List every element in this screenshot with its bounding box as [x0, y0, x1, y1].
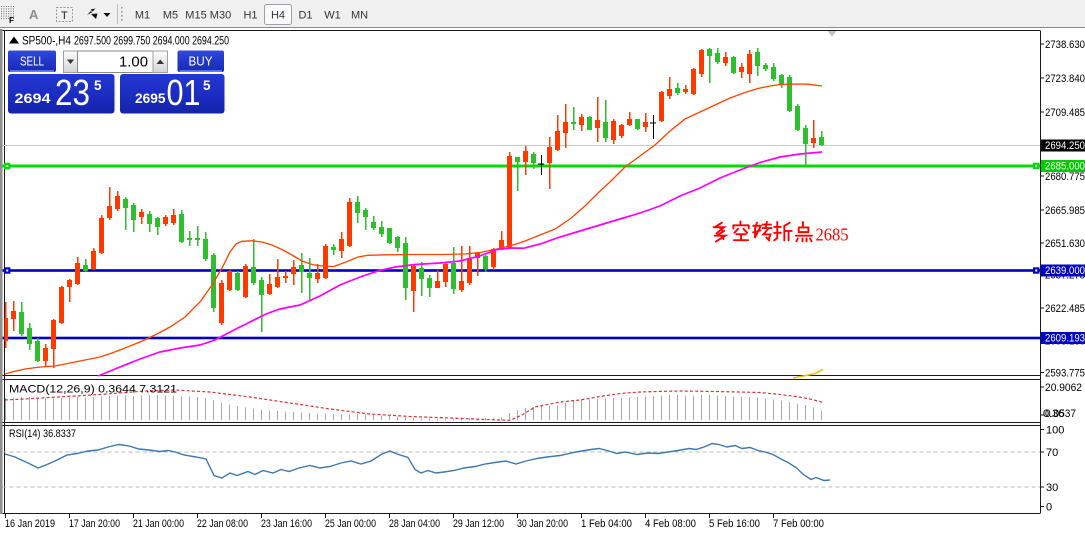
svg-text:H4: H4 [271, 10, 285, 22]
svg-text:M15: M15 [185, 10, 206, 22]
svg-text:A: A [29, 7, 39, 22]
svg-text:2593.775: 2593.775 [1045, 368, 1085, 380]
svg-text:SP500-,H4: SP500-,H4 [22, 36, 72, 48]
svg-text:5: 5 [203, 78, 211, 93]
svg-text:SELL: SELL [20, 55, 44, 69]
svg-text:W1: W1 [324, 10, 341, 22]
svg-text:29 Jan 12:00: 29 Jan 12:00 [453, 518, 504, 530]
svg-text:1.00: 1.00 [119, 54, 148, 71]
svg-text:28 Jan 04:00: 28 Jan 04:00 [389, 518, 440, 530]
svg-text:H1: H1 [243, 10, 257, 22]
svg-text:0: 0 [1046, 502, 1052, 514]
svg-text:MACD(12,26,9) 0.3644 7.3121: MACD(12,26,9) 0.3644 7.3121 [9, 384, 177, 396]
svg-text:30 Jan 20:00: 30 Jan 20:00 [517, 518, 568, 530]
svg-text:M30: M30 [210, 10, 231, 22]
svg-text:2694.250: 2694.250 [1045, 140, 1085, 152]
svg-text:16 Jan 2019: 16 Jan 2019 [5, 518, 55, 530]
svg-text:21 Jan 00:00: 21 Jan 00:00 [133, 518, 184, 530]
svg-text:2609.193: 2609.193 [1045, 333, 1085, 345]
svg-text:25 Jan 00:00: 25 Jan 00:00 [325, 518, 376, 530]
svg-text:T: T [61, 10, 68, 22]
svg-text:5: 5 [94, 78, 102, 93]
svg-text:F: F [9, 16, 14, 25]
svg-text:2651.630: 2651.630 [1045, 238, 1085, 250]
svg-text:2709.485: 2709.485 [1045, 107, 1085, 119]
svg-text:RSI(14) 36.8337: RSI(14) 36.8337 [9, 428, 76, 440]
svg-text:2694: 2694 [15, 91, 52, 106]
svg-text:70: 70 [1046, 447, 1058, 459]
svg-text:D1: D1 [298, 10, 312, 22]
svg-text:01: 01 [167, 72, 201, 113]
svg-text:2697.500 2699.750 2694.000 269: 2697.500 2699.750 2694.000 2694.250 [74, 36, 229, 48]
svg-text:0.36: 0.36 [1043, 408, 1064, 420]
svg-text:20.9062: 20.9062 [1045, 382, 1082, 394]
svg-text:23: 23 [55, 72, 90, 113]
svg-text:2738.630: 2738.630 [1045, 39, 1085, 51]
svg-text:2680.775: 2680.775 [1045, 171, 1085, 183]
svg-text:23 Jan 16:00: 23 Jan 16:00 [261, 518, 312, 530]
svg-text:M5: M5 [163, 10, 178, 22]
svg-text:MN: MN [351, 10, 368, 22]
svg-text:4 Feb 08:00: 4 Feb 08:00 [645, 518, 696, 530]
svg-text:2723.840: 2723.840 [1045, 73, 1085, 85]
svg-text:17 Jan 20:00: 17 Jan 20:00 [69, 518, 120, 530]
svg-text:2665.985: 2665.985 [1045, 205, 1085, 217]
svg-text:22 Jan 08:00: 22 Jan 08:00 [197, 518, 248, 530]
svg-text:30: 30 [1046, 482, 1058, 494]
svg-text:2639.000: 2639.000 [1045, 265, 1085, 277]
svg-text:7 Feb 00:00: 7 Feb 00:00 [773, 518, 824, 530]
svg-text:1 Feb 04:00: 1 Feb 04:00 [581, 518, 632, 530]
svg-text:2685.000: 2685.000 [1045, 161, 1085, 173]
svg-text:M1: M1 [135, 10, 150, 22]
svg-text:0.0537: 0.0537 [1045, 408, 1076, 420]
svg-text:2622.485: 2622.485 [1045, 303, 1085, 315]
svg-text:5 Feb 16:00: 5 Feb 16:00 [709, 518, 760, 530]
svg-text:BUY: BUY [189, 55, 214, 69]
svg-text:2695: 2695 [135, 91, 166, 106]
svg-text:2685: 2685 [816, 225, 849, 245]
svg-text:100: 100 [1046, 425, 1064, 437]
